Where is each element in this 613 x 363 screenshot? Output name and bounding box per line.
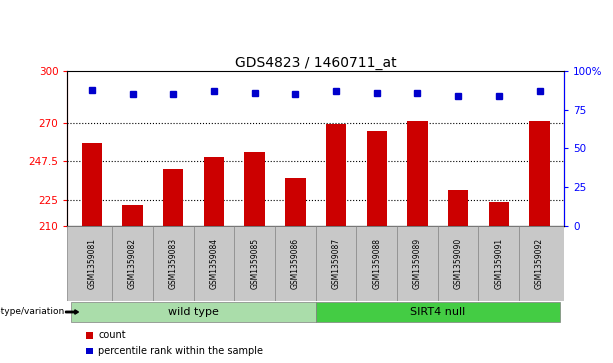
Text: wild type: wild type (168, 307, 219, 317)
Bar (67, 226, 564, 301)
Text: GSM1359091: GSM1359091 (494, 238, 503, 289)
Text: GSM1359088: GSM1359088 (372, 238, 381, 289)
Bar (530, 121, 550, 226)
Bar (285, 178, 305, 226)
Text: GSM1359086: GSM1359086 (291, 238, 300, 289)
Bar (489, 202, 509, 226)
Text: genotype/variation: genotype/variation (0, 307, 64, 317)
Bar (367, 131, 387, 226)
Text: GSM1359081: GSM1359081 (87, 238, 96, 289)
Bar (326, 125, 346, 226)
Bar (407, 121, 428, 226)
Bar (163, 169, 183, 226)
Text: GSM1359085: GSM1359085 (250, 238, 259, 289)
Text: count: count (98, 330, 126, 340)
Bar (448, 190, 468, 226)
Bar (123, 205, 143, 226)
Text: GSM1359087: GSM1359087 (332, 238, 341, 289)
Title: GDS4823 / 1460711_at: GDS4823 / 1460711_at (235, 56, 397, 70)
Text: SIRT4 null: SIRT4 null (410, 307, 465, 317)
Bar (82, 143, 102, 226)
FancyBboxPatch shape (72, 302, 316, 322)
Text: GSM1359089: GSM1359089 (413, 238, 422, 289)
Text: GSM1359084: GSM1359084 (210, 238, 218, 289)
Text: percentile rank within the sample: percentile rank within the sample (98, 346, 263, 356)
FancyBboxPatch shape (316, 302, 560, 322)
Text: GSM1359082: GSM1359082 (128, 238, 137, 289)
Text: GSM1359090: GSM1359090 (454, 238, 463, 289)
Bar (204, 157, 224, 226)
Bar (245, 152, 265, 226)
Text: GSM1359083: GSM1359083 (169, 238, 178, 289)
Text: GSM1359092: GSM1359092 (535, 238, 544, 289)
